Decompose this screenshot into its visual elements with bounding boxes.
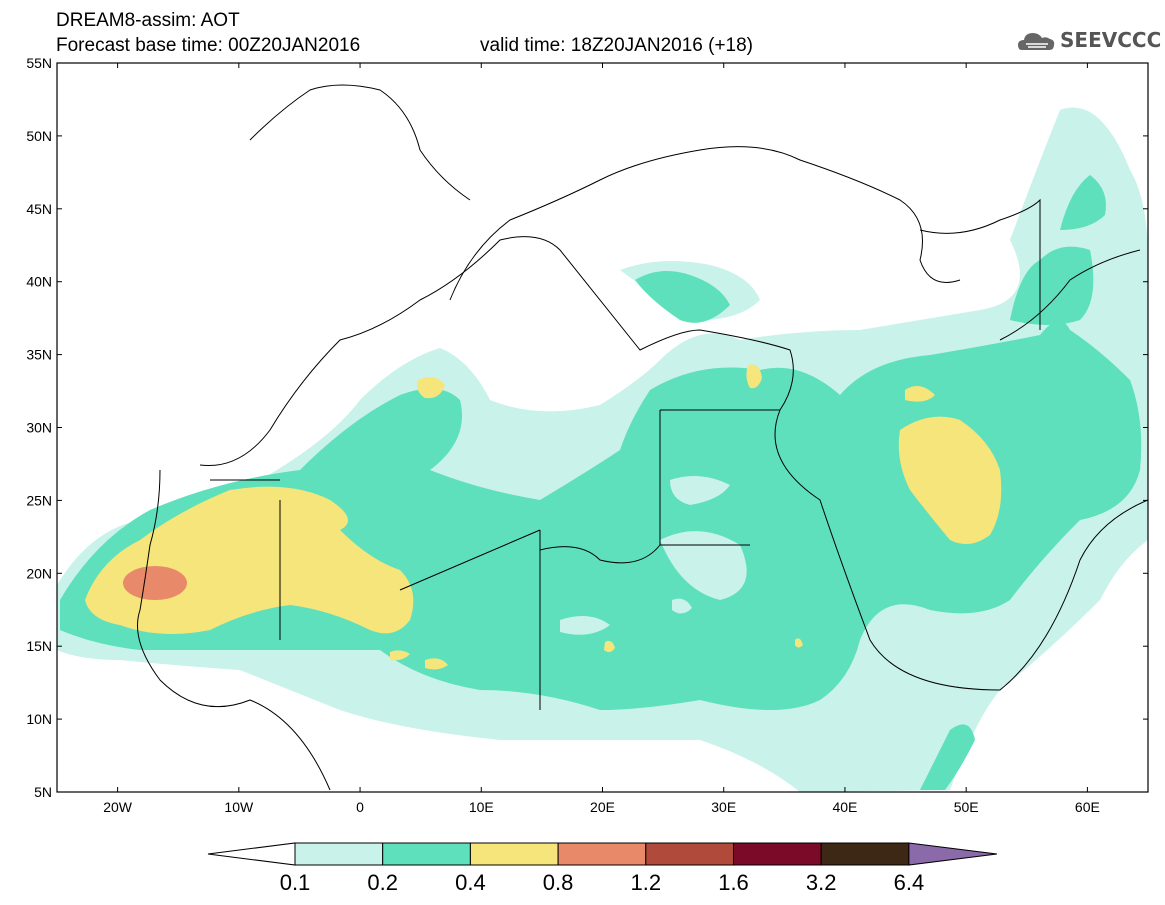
lon-label: 50E xyxy=(954,799,979,815)
colorbar-swatch xyxy=(557,842,647,866)
lat-label: 35N xyxy=(26,347,52,363)
colorbar-level-label: 6.4 xyxy=(893,870,925,895)
lat-label: 50N xyxy=(26,128,52,144)
colorbar-swatch xyxy=(820,842,910,866)
colorbar-swatch xyxy=(382,842,471,866)
cloud-icon xyxy=(1018,33,1055,50)
colorbar-swatch xyxy=(733,842,822,866)
lon-label: 60E xyxy=(1075,799,1100,815)
lat-label: 20N xyxy=(26,565,52,581)
colorbar-level-label: 1.6 xyxy=(718,870,749,895)
colorbar-level-label: 3.2 xyxy=(805,870,837,895)
lon-label: 40E xyxy=(832,799,857,815)
lat-label: 5N xyxy=(34,784,52,800)
colorbar-swatch xyxy=(294,842,384,866)
lat-label: 45N xyxy=(26,201,52,217)
colorbar-level-label: 0.1 xyxy=(279,870,311,895)
colorbar-level-label: 0.8 xyxy=(542,870,574,895)
valid-time: valid time: 18Z20JAN2016 (+18) xyxy=(480,35,754,56)
lon-label: 20W xyxy=(103,799,133,815)
colorbar-level-label: 0.4 xyxy=(455,870,486,895)
colorbar-max-arrow xyxy=(908,842,997,866)
colorbar-level-label: 1.2 xyxy=(630,870,662,895)
lon-label: 10W xyxy=(224,799,254,815)
colorbar-level-label: 0.2 xyxy=(367,870,398,895)
lat-axis: 55N 50N 45N 40N 35N 30N 25N 20N 15N 10N 5N xyxy=(26,55,1148,800)
lon-axis: 20W 10W 0 10E 20E 30E 40E 50E 60E xyxy=(103,63,1100,815)
lon-label: 20E xyxy=(590,799,615,815)
coastlines xyxy=(137,84,1148,791)
lon-label: 0 xyxy=(356,799,364,815)
lon-label: 30E xyxy=(711,799,736,815)
base-time: Forecast base time: 00Z20JAN2016 xyxy=(56,35,361,56)
colorbar-swatch xyxy=(469,842,559,866)
lat-label: 10N xyxy=(26,711,52,727)
colorbar-swatch xyxy=(645,842,734,866)
lat-label: 25N xyxy=(26,492,52,508)
aot-level-0.8 xyxy=(123,566,187,600)
lat-label: 55N xyxy=(26,55,52,71)
chart-title: DREAM8-assim: AOT xyxy=(56,10,240,31)
lat-label: 30N xyxy=(26,420,52,436)
logo-text: SEEVCCC xyxy=(1060,28,1162,52)
lon-label: 10E xyxy=(469,799,494,815)
colorbar-min-arrow xyxy=(207,842,296,866)
lat-label: 40N xyxy=(26,274,52,290)
lat-label: 15N xyxy=(26,638,52,654)
